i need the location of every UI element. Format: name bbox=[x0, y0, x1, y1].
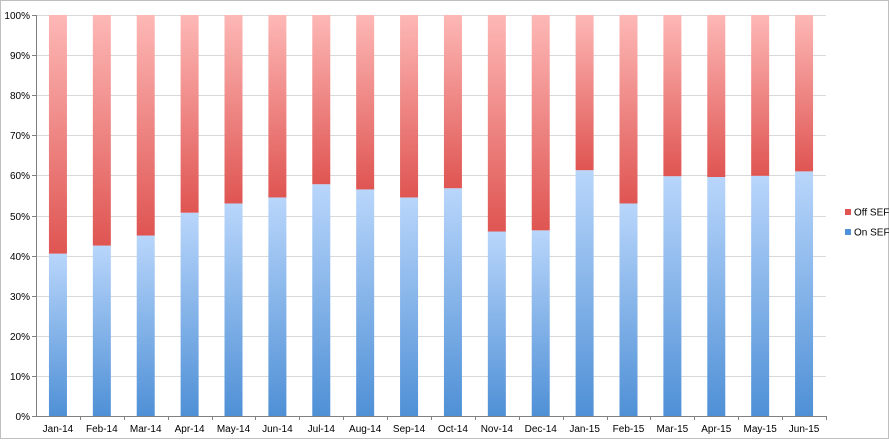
y-tick-label: 90% bbox=[10, 51, 30, 62]
legend-label: On SEF bbox=[854, 228, 889, 239]
bar-off-sef bbox=[531, 15, 550, 231]
y-tick-label: 100% bbox=[4, 11, 30, 22]
bar-on-sef bbox=[575, 170, 594, 416]
bar-on-sef bbox=[795, 171, 814, 416]
bar-on-sef bbox=[48, 253, 67, 416]
legend-label: Off SEF bbox=[854, 208, 889, 219]
bar-off-sef bbox=[92, 15, 111, 246]
bar-off-sef bbox=[356, 15, 375, 190]
x-tick-label: Jan-15 bbox=[569, 424, 600, 435]
x-tick-label: Apr-14 bbox=[175, 424, 205, 435]
x-tick-label: May-14 bbox=[217, 424, 251, 435]
bar-off-sef bbox=[795, 15, 814, 172]
bar-on-sef bbox=[531, 230, 550, 416]
bar-off-sef bbox=[751, 15, 770, 176]
legend-swatch bbox=[845, 209, 851, 215]
x-tick-label: May-15 bbox=[743, 424, 777, 435]
y-tick-label: 60% bbox=[10, 171, 30, 182]
x-tick-label: Dec-14 bbox=[525, 424, 558, 435]
bar-on-sef bbox=[707, 177, 726, 416]
legend-swatch bbox=[845, 229, 851, 235]
bar-on-sef bbox=[619, 203, 638, 416]
bar-on-sef bbox=[443, 188, 462, 416]
x-tick-label: Nov-14 bbox=[481, 424, 514, 435]
bar-on-sef bbox=[92, 245, 111, 416]
x-tick-label: Feb-15 bbox=[613, 424, 645, 435]
bar-on-sef bbox=[751, 175, 770, 416]
bar-on-sef bbox=[356, 189, 375, 416]
bar-off-sef bbox=[400, 15, 419, 198]
bar-off-sef bbox=[575, 15, 594, 171]
bar-on-sef bbox=[487, 231, 506, 416]
x-tick-labels: Jan-14 Feb-14 Mar-14 Apr-14 May-14 Jun-14 Jul-… bbox=[43, 424, 820, 435]
x-tick-label: Jan-14 bbox=[43, 424, 74, 435]
y-tick-label: 30% bbox=[10, 292, 30, 303]
bar-on-sef bbox=[180, 212, 199, 416]
bar-off-sef bbox=[619, 15, 638, 204]
x-tick-label: Mar-15 bbox=[657, 424, 689, 435]
bar-off-sef bbox=[312, 15, 331, 185]
axes bbox=[32, 15, 827, 420]
y-tick-label: 70% bbox=[10, 131, 30, 142]
y-tick-label: 0% bbox=[16, 412, 31, 423]
x-tick-label: Oct-14 bbox=[438, 424, 468, 435]
y-tick-label: 20% bbox=[10, 332, 30, 343]
x-tick-label: Jun-14 bbox=[262, 424, 293, 435]
x-tick-label: Jun-15 bbox=[789, 424, 820, 435]
x-tick-label: Feb-14 bbox=[86, 424, 118, 435]
bars bbox=[48, 15, 814, 416]
y-tick-label: 40% bbox=[10, 252, 30, 263]
y-tick-labels: 0% 10% 20% 30% 40% 50% 60% 70% 80% 90% 100% bbox=[4, 11, 30, 423]
x-tick-label: Mar-14 bbox=[130, 424, 162, 435]
bar-on-sef bbox=[224, 203, 243, 416]
y-tick-label: 50% bbox=[10, 212, 30, 223]
x-tick-label: Sep-14 bbox=[393, 424, 426, 435]
bar-on-sef bbox=[663, 176, 682, 416]
bar-off-sef bbox=[180, 15, 199, 213]
bar-on-sef bbox=[400, 197, 419, 416]
x-tick-label: Apr-15 bbox=[701, 424, 731, 435]
bar-off-sef bbox=[268, 15, 287, 198]
bar-off-sef bbox=[224, 15, 243, 204]
bar-on-sef bbox=[268, 197, 287, 416]
x-tick-label: Aug-14 bbox=[349, 424, 382, 435]
bar-off-sef bbox=[707, 15, 726, 178]
bar-off-sef bbox=[136, 15, 155, 236]
y-tick-label: 10% bbox=[10, 372, 30, 383]
gridlines bbox=[36, 15, 826, 417]
x-tick-label: Jul-14 bbox=[308, 424, 336, 435]
bar-off-sef bbox=[487, 15, 506, 232]
bar-off-sef bbox=[663, 15, 682, 177]
bar-off-sef bbox=[48, 15, 67, 254]
legend: Off SEF On SEF bbox=[845, 208, 889, 239]
bar-off-sef bbox=[443, 15, 462, 189]
bar-on-sef bbox=[136, 235, 155, 416]
y-tick-label: 80% bbox=[10, 91, 30, 102]
bar-on-sef bbox=[312, 184, 331, 416]
